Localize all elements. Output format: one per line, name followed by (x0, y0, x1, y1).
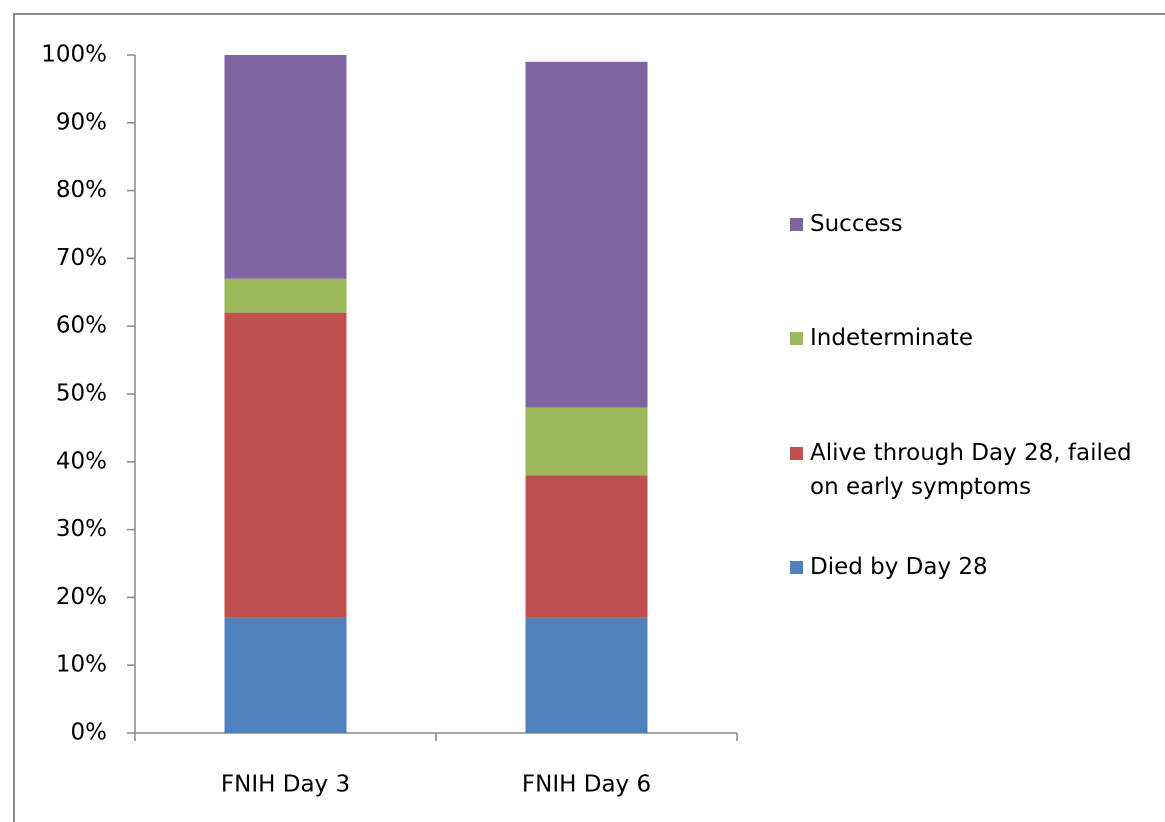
y-tick-label: 40% (56, 448, 107, 474)
y-tick-label: 0% (71, 720, 108, 746)
y-tick-label: 90% (56, 109, 107, 135)
y-tick-label: 50% (56, 381, 107, 407)
bar-segment (525, 61, 648, 408)
legend-swatch (790, 561, 803, 574)
y-tick-label: 20% (56, 584, 107, 610)
legend-entry: Died by Day 28 (790, 550, 1160, 584)
bar-segment (525, 475, 648, 618)
legend-entry: Alive through Day 28, failed on early sy… (790, 436, 1160, 504)
y-tick-label: 60% (56, 313, 107, 339)
y-tick-label: 100% (41, 42, 107, 68)
bar-segment (224, 278, 347, 313)
legend-label: Success (810, 211, 903, 237)
y-tick-label: 70% (56, 245, 107, 271)
legend-label: Died by Day 28 (810, 554, 988, 580)
y-tick-label: 80% (56, 177, 107, 203)
chart-frame (13, 13, 1165, 822)
x-tick-label: FNIH Day 3 (221, 772, 350, 798)
x-tick-label: FNIH Day 6 (522, 772, 651, 798)
legend-swatch (790, 447, 803, 460)
legend-entry: Indeterminate (790, 321, 1160, 355)
legend-label: Indeterminate (810, 325, 973, 351)
y-tick-label: 30% (56, 516, 107, 542)
bar-segment (224, 55, 347, 279)
bar-segment (525, 617, 648, 733)
bar-segment (224, 617, 347, 733)
bar-segment (525, 407, 648, 476)
legend-swatch (790, 332, 803, 345)
y-tick-label: 10% (56, 652, 107, 678)
legend-swatch (790, 218, 803, 231)
bar-segment (224, 312, 347, 618)
legend-label: Alive through Day 28, failed on early sy… (810, 440, 1132, 500)
legend-entry: Success (790, 207, 1160, 241)
